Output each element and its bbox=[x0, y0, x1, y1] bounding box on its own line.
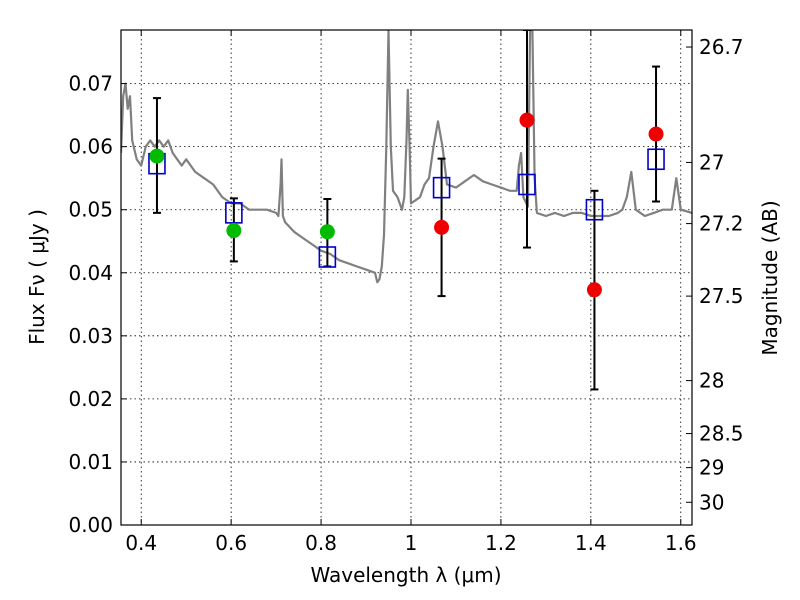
red-point bbox=[648, 126, 664, 142]
y-axis-label: Flux Fν ( μJy ) bbox=[25, 209, 49, 345]
blue-square-marker bbox=[318, 246, 337, 268]
x-tick-label: 1 bbox=[405, 531, 418, 555]
x-tick-label: 1.4 bbox=[575, 531, 607, 555]
data-points bbox=[148, 112, 665, 298]
grid-lines bbox=[121, 30, 692, 525]
x-tick-label: 1.2 bbox=[485, 531, 517, 555]
x-axis-label: Wavelength λ (μm) bbox=[310, 563, 501, 587]
green-point bbox=[226, 223, 242, 239]
x-tick-label: 0.8 bbox=[305, 531, 337, 555]
y-tick-label: 0.02 bbox=[68, 387, 113, 411]
blue-square-marker bbox=[432, 176, 451, 199]
y2-tick-label: 26.7 bbox=[699, 35, 744, 59]
y2-tick-label: 28.5 bbox=[699, 422, 744, 446]
x-tick-label: 0.4 bbox=[125, 531, 157, 555]
blue-square-marker bbox=[518, 173, 536, 196]
red-point bbox=[586, 282, 602, 298]
blue-square-marker bbox=[225, 202, 243, 224]
plot-frame bbox=[120, 29, 693, 526]
spectrum-line bbox=[121, 30, 692, 284]
green-point bbox=[149, 148, 165, 164]
blue-square-marker bbox=[647, 148, 665, 171]
right-axis-label: Magnitude (AB) bbox=[758, 200, 782, 355]
y-tick-label: 0.01 bbox=[68, 450, 113, 474]
y2-tick-label: 27.5 bbox=[699, 284, 744, 308]
y-tick-label: 0.03 bbox=[68, 324, 113, 348]
y-tick-label: 0.07 bbox=[68, 72, 113, 96]
y-tick-label: 0.05 bbox=[68, 198, 113, 222]
model-spectrum bbox=[121, 30, 692, 284]
x-tick-label: 0.6 bbox=[215, 531, 247, 555]
red-point bbox=[434, 219, 450, 235]
y2-tick-label: 27.2 bbox=[699, 212, 744, 236]
green-point bbox=[319, 224, 335, 240]
y-tick-label: 0.00 bbox=[68, 513, 113, 537]
y2-tick-label: 30 bbox=[699, 490, 724, 514]
axis-ticks: 0.4 0.6 0.8 1 1.2 1.4 1.6 0.00 0.01 0.02 0.03 0.04 0… bbox=[68, 30, 744, 555]
y2-tick-label: 28 bbox=[699, 369, 724, 393]
y2-tick-label: 27 bbox=[699, 150, 724, 174]
blue-square-marker bbox=[585, 198, 604, 221]
y-tick-label: 0.04 bbox=[68, 261, 113, 285]
red-point bbox=[519, 112, 535, 128]
x-tick-label: 1.6 bbox=[665, 531, 697, 555]
y2-tick-label: 29 bbox=[699, 456, 724, 480]
y-tick-label: 0.06 bbox=[68, 135, 113, 159]
